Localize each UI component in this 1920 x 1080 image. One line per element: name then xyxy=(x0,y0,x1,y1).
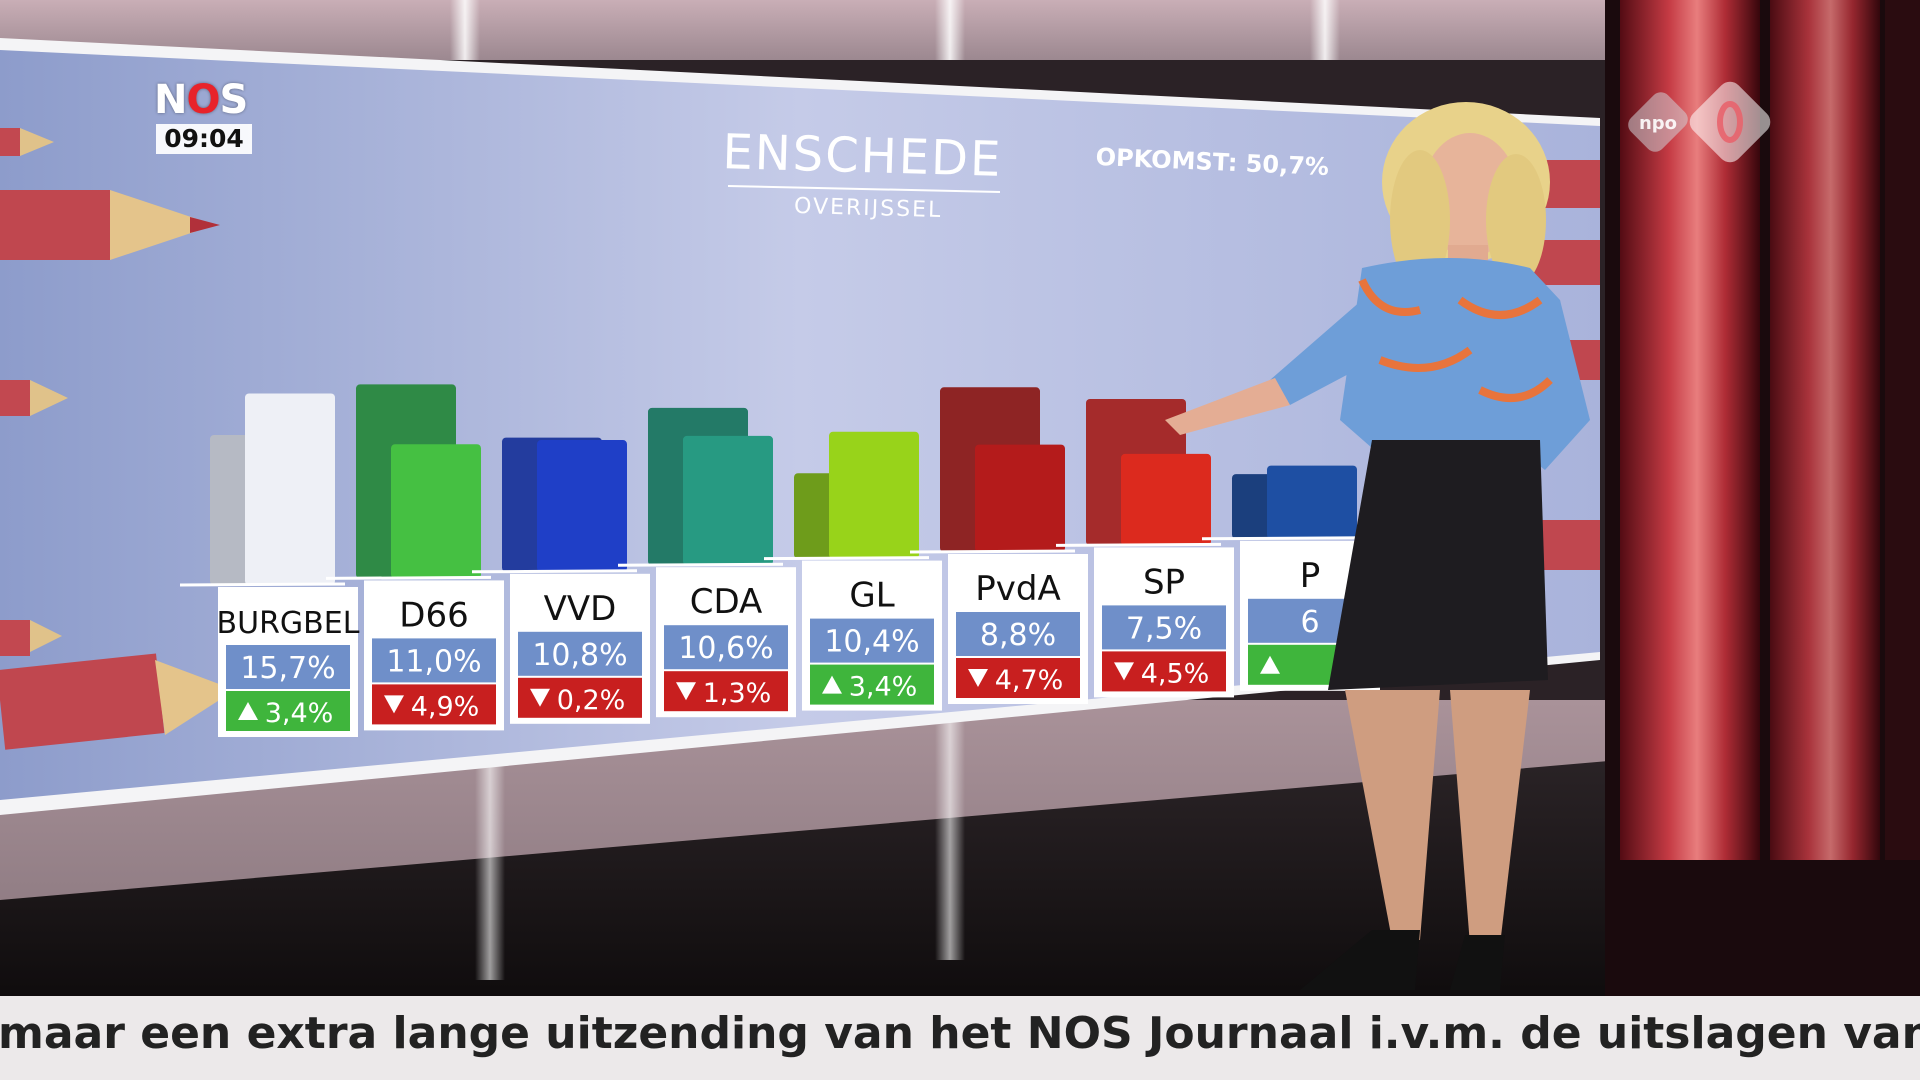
value-label-6: 7,5% xyxy=(1126,611,1202,646)
bar-current-4 xyxy=(829,431,919,559)
party-name-4: GL xyxy=(849,576,894,616)
change-arrow-down-icon xyxy=(968,669,988,687)
party-name-2: VVD xyxy=(544,589,617,629)
baseline-6 xyxy=(1055,542,1222,547)
party-name-6: SP xyxy=(1143,562,1185,602)
party-name-3: CDA xyxy=(690,582,763,622)
change-label-2: 0,2% xyxy=(557,685,626,716)
party-name-5: PvdA xyxy=(975,569,1060,609)
party-name-0: BURGBEL xyxy=(217,606,360,641)
change-arrow-up-icon xyxy=(822,675,842,694)
bar-current-0 xyxy=(245,393,335,585)
value-box-5 xyxy=(956,612,1080,656)
value-box-6 xyxy=(1102,605,1226,650)
change-label-6: 4,5% xyxy=(1141,658,1210,689)
change-label-3: 1,3% xyxy=(703,678,772,709)
npo-1-logo-icon: npo xyxy=(1620,72,1780,172)
value-box-1 xyxy=(372,638,496,683)
presenter xyxy=(1165,102,1590,990)
baseline-5 xyxy=(909,549,1076,554)
bar-current-2 xyxy=(537,440,627,572)
nos-logo-text: NOS xyxy=(154,77,248,123)
change-label-4: 3,4% xyxy=(849,672,918,703)
svg-text:npo: npo xyxy=(1639,113,1677,134)
bar-current-6 xyxy=(1121,453,1211,546)
bar-current-7 xyxy=(1267,465,1357,539)
change-arrow-down-icon xyxy=(1114,662,1134,681)
bar-current-1 xyxy=(391,444,481,579)
change-arrow-up-icon xyxy=(238,702,258,720)
change-label-0: 3,4% xyxy=(265,698,334,729)
party-name-7: P xyxy=(1300,556,1321,596)
change-label-1: 4,9% xyxy=(411,691,480,722)
party-name-1: D66 xyxy=(399,595,468,635)
graphic-title: ENSCHEDE xyxy=(722,124,1003,188)
value-box-0 xyxy=(226,645,350,689)
ticker-text: maar een extra lange uitzending van het … xyxy=(0,1008,1920,1059)
baseline-4 xyxy=(763,556,930,561)
broadcast-clock: 09:04 xyxy=(156,124,252,154)
change-arrow-down-icon xyxy=(530,688,550,707)
value-box-4 xyxy=(810,618,934,663)
baseline-7 xyxy=(1201,536,1368,541)
baseline-0 xyxy=(179,582,346,587)
change-label-5: 4,7% xyxy=(995,665,1064,696)
value-label-4: 10,4% xyxy=(824,625,919,660)
pencil-decoration-left xyxy=(0,128,235,750)
bar-current-3 xyxy=(683,435,773,566)
value-label-7: 6 xyxy=(1300,605,1319,640)
baseline-1 xyxy=(325,575,492,580)
value-label-5: 8,8% xyxy=(980,618,1056,653)
change-arrow-up-icon xyxy=(1260,655,1280,674)
value-box-3 xyxy=(664,625,788,670)
news-ticker: maar een extra lange uitzending van het … xyxy=(0,996,1920,1080)
graphic-subtitle: OVERIJSSEL xyxy=(794,194,943,223)
baseline-2 xyxy=(471,569,638,574)
bar-current-5 xyxy=(975,444,1065,552)
value-label-0: 15,7% xyxy=(240,651,335,686)
value-label-2: 10,8% xyxy=(532,638,627,673)
change-arrow-down-icon xyxy=(676,682,696,701)
value-box-2 xyxy=(518,631,642,676)
nos-logo: NOS 09:04 xyxy=(154,80,254,158)
value-label-3: 10,6% xyxy=(678,631,773,666)
change-arrow-down-icon xyxy=(384,695,404,714)
baseline-3 xyxy=(617,562,784,567)
value-label-1: 11,0% xyxy=(386,644,481,679)
